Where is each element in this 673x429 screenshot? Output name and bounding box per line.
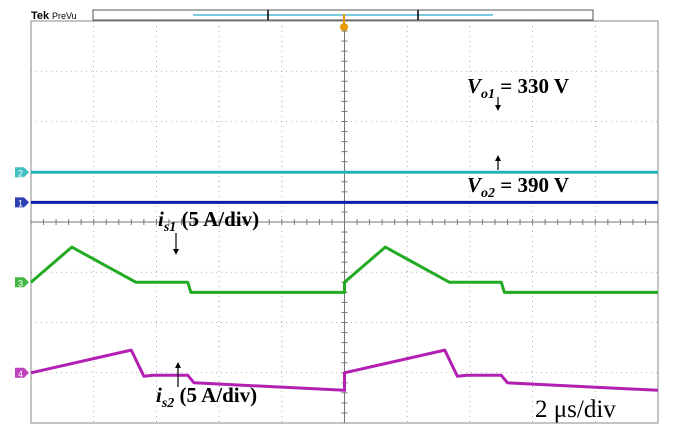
is1-sub: s1 bbox=[163, 220, 176, 235]
channel-marker-label: 3 bbox=[18, 278, 23, 288]
graticule bbox=[30, 20, 659, 424]
channel-marker-shape bbox=[15, 277, 29, 288]
is1-var: i bbox=[158, 207, 164, 231]
channel-marker-2: 2 bbox=[15, 167, 29, 178]
annotation-vo1: Vo1 = 330 V bbox=[467, 74, 569, 111]
mode-label: PreVu bbox=[52, 11, 77, 21]
vo2-var: V bbox=[467, 173, 483, 197]
is2-value: (5 A/div) bbox=[174, 383, 257, 407]
brand-label: Tek bbox=[31, 10, 50, 22]
channel-marker-label: 1 bbox=[18, 198, 23, 208]
time-scale-label: 2 μs/div bbox=[535, 396, 616, 423]
trace-is1 bbox=[30, 245, 658, 294]
channel-marker-shape bbox=[15, 167, 29, 178]
vo2-value: = 390 V bbox=[495, 173, 569, 197]
svg-text:Vo1 = 330 V: Vo1 = 330 V bbox=[467, 74, 569, 102]
trace-is2 bbox=[30, 348, 659, 392]
trigger-position-marker bbox=[340, 14, 348, 31]
annotation-is1: is1 (5 A/div) bbox=[158, 207, 259, 255]
channel-markers: 2 1 3 4 bbox=[15, 167, 29, 379]
vo2-sub: o2 bbox=[481, 186, 495, 201]
channel-marker-label: 2 bbox=[18, 168, 23, 178]
channel-marker-shape bbox=[15, 367, 29, 378]
scope-header: Tek PreVu bbox=[31, 9, 594, 22]
channel-marker-1: 1 bbox=[15, 197, 29, 208]
vo1-value: = 330 V bbox=[495, 74, 569, 98]
svg-text:is2 (5 A/div): is2 (5 A/div) bbox=[156, 383, 257, 411]
annotation-vo2: Vo2 = 390 V bbox=[467, 155, 569, 201]
channel-marker-shape bbox=[15, 197, 29, 208]
svg-text:Vo2 = 390 V: Vo2 = 390 V bbox=[467, 173, 569, 201]
channel-marker-4: 4 bbox=[15, 367, 29, 379]
is2-var: i bbox=[156, 383, 162, 407]
svg-text:is1 (5 A/div): is1 (5 A/div) bbox=[158, 207, 259, 235]
annotation-is2: is2 (5 A/div) bbox=[156, 362, 257, 411]
channel-marker-3: 3 bbox=[15, 277, 29, 288]
vo1-sub: o1 bbox=[481, 87, 495, 102]
is1-value: (5 A/div) bbox=[176, 207, 259, 231]
plot-area bbox=[30, 20, 659, 424]
is2-sub: s2 bbox=[161, 396, 174, 411]
channel-marker-label: 4 bbox=[18, 369, 23, 379]
traces bbox=[30, 170, 659, 392]
vo1-var: V bbox=[467, 74, 483, 98]
